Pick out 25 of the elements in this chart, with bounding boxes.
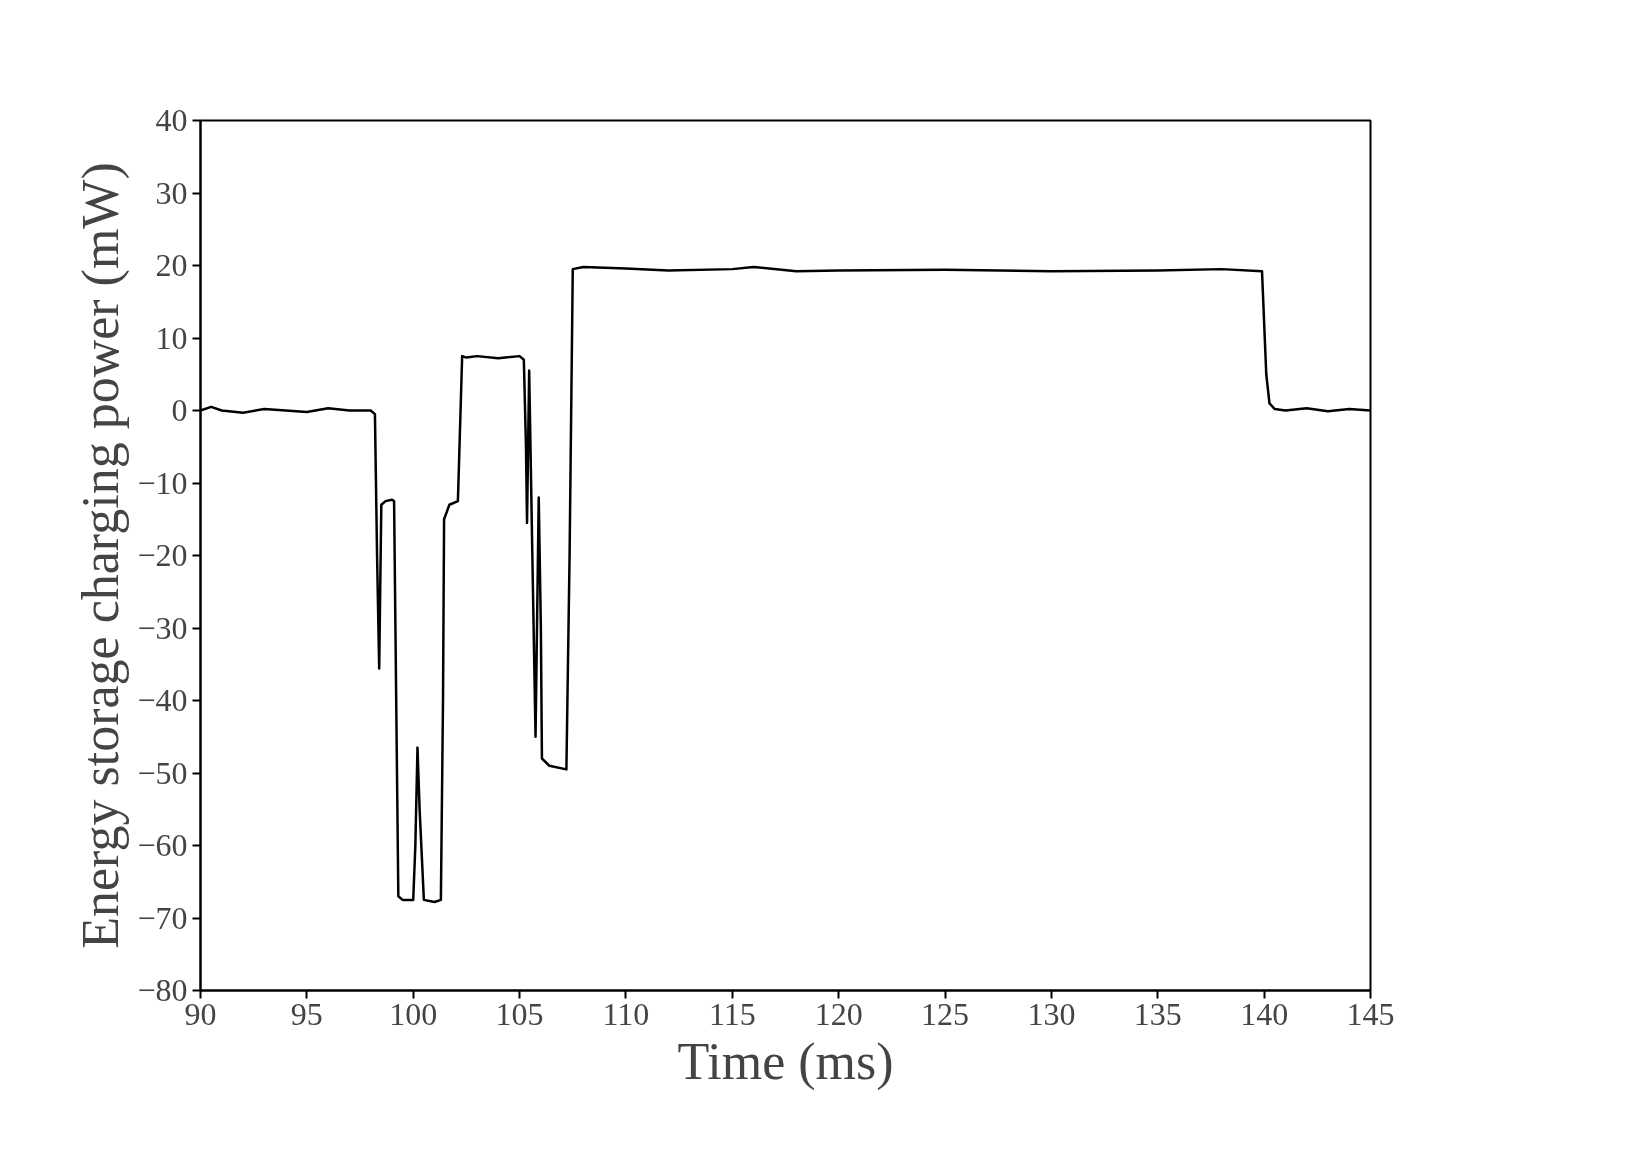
- y-tick-label: 30: [155, 174, 188, 211]
- y-axis-title: Energy storage charging power (mW): [72, 162, 131, 949]
- y-tick-label: −60: [137, 827, 188, 863]
- x-tick-label: 95: [290, 995, 323, 1032]
- y-tick-label: 20: [155, 247, 188, 283]
- x-tick-label: 130: [1027, 995, 1076, 1032]
- x-tick-label: 135: [1133, 995, 1182, 1032]
- x-tick-label: 145: [1346, 995, 1395, 1032]
- y-tick-label: −20: [137, 537, 188, 573]
- y-tick-label: −70: [137, 899, 188, 936]
- x-tick-label: 105: [495, 995, 544, 1032]
- y-tick-label: 40: [155, 102, 188, 138]
- y-tick-label: −30: [137, 609, 188, 646]
- x-tick-label: 110: [602, 995, 650, 1032]
- x-axis-title: Time (ms): [677, 1032, 894, 1091]
- y-tick-label: 0: [171, 392, 188, 428]
- y-tick-label: −10: [137, 464, 188, 501]
- x-tick-label: 140: [1240, 995, 1289, 1032]
- y-tick-label: −40: [137, 682, 188, 718]
- x-tick-label: 120: [814, 995, 863, 1032]
- x-tick-label: 125: [921, 995, 970, 1032]
- y-tick-label: 10: [155, 319, 188, 356]
- y-tick-label: −50: [137, 754, 188, 791]
- x-tick-label: 115: [708, 995, 756, 1032]
- x-tick-label: 100: [389, 995, 438, 1032]
